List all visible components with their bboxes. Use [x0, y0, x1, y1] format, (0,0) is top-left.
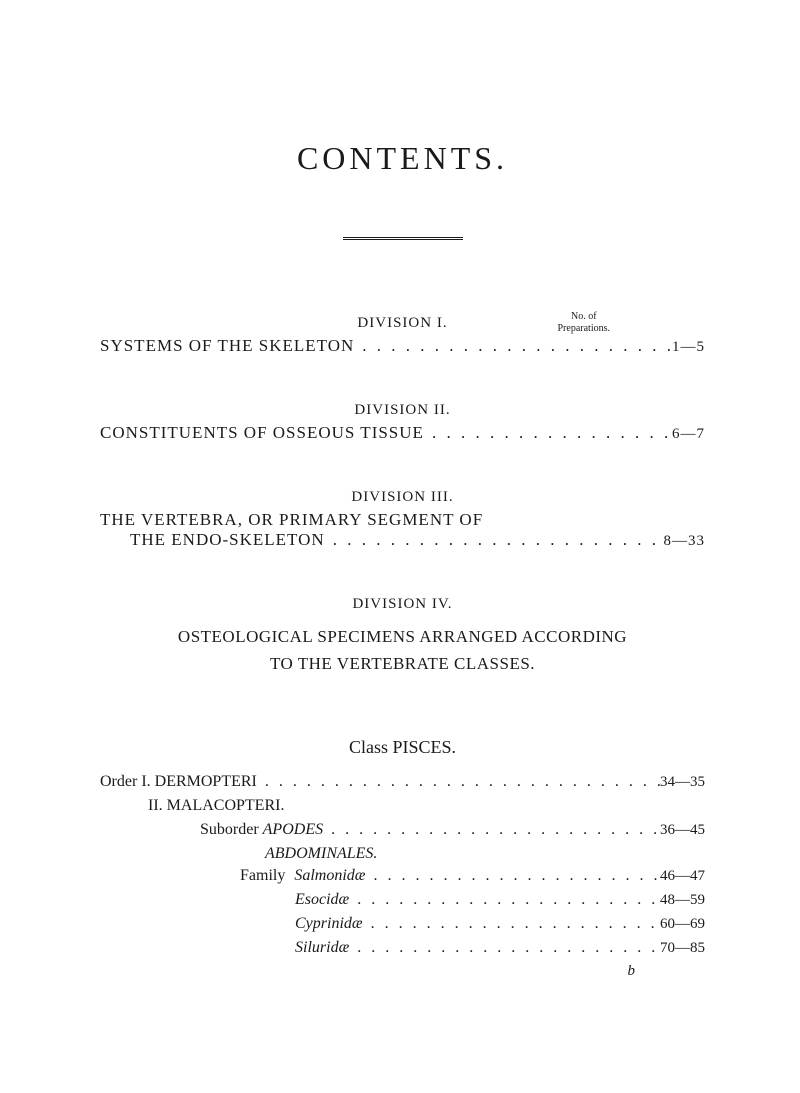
toc-dots: . . . . . . . . . . . . . . . . . . . . …: [349, 939, 660, 957]
toc-entry-suborder-apodes: Suborder APODES . . . . . . . . . . . . …: [100, 821, 705, 839]
toc-label: Suborder APODES: [200, 821, 323, 839]
toc-range: 8—33: [664, 533, 706, 550]
toc-dots: . . . . . . . . . . . . . . . . . . . . …: [354, 336, 672, 356]
division-2-header: DIVISION II.: [100, 402, 705, 419]
toc-dots: . . . . . . . . . . . . . . . . . . . . …: [424, 423, 672, 443]
preparations-label: No. of Preparations.: [558, 311, 611, 335]
toc-range: 36—45: [660, 822, 705, 839]
toc-entry-order-dermopteri: Order I. DERMOPTERI . . . . . . . . . . …: [100, 773, 705, 791]
toc-entry-family-salmonidae: Family Salmonidæ . . . . . . . . . . . .…: [100, 867, 705, 885]
toc-entry-vertebra-line1: THE VERTEBRA, OR PRIMARY SEGMENT OF: [100, 510, 705, 530]
toc-entry-abdominales: ABDOMINALES.: [100, 845, 705, 863]
page-title: CONTENTS.: [100, 140, 705, 177]
toc-label: THE ENDO-SKELETON: [130, 530, 325, 550]
toc-entry-family-cyprinidae: Cyprinidæ . . . . . . . . . . . . . . . …: [100, 915, 705, 933]
toc-dots: . . . . . . . . . . . . . . . . . . . . …: [365, 867, 660, 885]
suborder-name: APODES: [263, 821, 323, 838]
family-prefix: Family: [240, 867, 294, 884]
family-name: Esocidæ: [295, 891, 349, 909]
toc-dots: . . . . . . . . . . . . . . . . . . . . …: [325, 530, 664, 550]
division-3-header: DIVISION III.: [100, 489, 705, 506]
class-pisces-header: Class PISCES.: [100, 737, 705, 758]
toc-range: 70—85: [660, 940, 705, 957]
toc-entry-vertebra-line2: THE ENDO-SKELETON . . . . . . . . . . . …: [100, 530, 705, 550]
osteo-line2: TO THE VERTEBRATE CLASSES.: [270, 654, 535, 673]
toc-range: 1—5: [672, 339, 705, 356]
osteo-line1: OSTEOLOGICAL SPECIMENS ARRANGED ACCORDIN…: [178, 627, 627, 646]
toc-dots: . . . . . . . . . . . . . . . . . . . . …: [363, 915, 660, 933]
toc-range: 60—69: [660, 916, 705, 933]
prep-label-line2: Preparations.: [558, 323, 611, 334]
toc-entry-osteological: OSTEOLOGICAL SPECIMENS ARRANGED ACCORDIN…: [100, 623, 705, 677]
family-name: Siluridæ: [295, 939, 349, 957]
toc-entry-constituents: CONSTITUENTS OF OSSEOUS TISSUE . . . . .…: [100, 423, 705, 443]
toc-range: 6—7: [672, 426, 705, 443]
toc-dots: . . . . . . . . . . . . . . . . . . . . …: [257, 773, 660, 791]
toc-label: SYSTEMS OF THE SKELETON: [100, 336, 354, 356]
toc-range: 46—47: [660, 868, 705, 885]
toc-dots: . . . . . . . . . . . . . . . . . . . . …: [323, 821, 660, 839]
toc-range: 34—35: [660, 774, 705, 791]
toc-entry-family-esocidae: Esocidæ . . . . . . . . . . . . . . . . …: [100, 891, 705, 909]
toc-entry-order-malacopteri: II. MALACOPTERI.: [100, 797, 705, 815]
division-1-header: DIVISION I.: [100, 315, 705, 332]
toc-label: Order I. DERMOPTERI: [100, 773, 257, 791]
toc-label: CONSTITUENTS OF OSSEOUS TISSUE: [100, 423, 424, 443]
title-rule: [100, 227, 705, 245]
family-name: Cyprinidæ: [295, 915, 363, 933]
signature-mark: b: [100, 963, 705, 980]
toc-label: Family Salmonidæ: [240, 867, 365, 885]
division-4-header: DIVISION IV.: [100, 596, 705, 613]
family-name: Salmonidæ: [294, 867, 365, 884]
toc-entry-family-siluridae: Siluridæ . . . . . . . . . . . . . . . .…: [100, 939, 705, 957]
prep-label-line1: No. of: [571, 311, 597, 322]
toc-entry-systems: SYSTEMS OF THE SKELETON . . . . . . . . …: [100, 336, 705, 356]
toc-dots: . . . . . . . . . . . . . . . . . . . . …: [349, 891, 660, 909]
toc-range: 48—59: [660, 892, 705, 909]
suborder-prefix: Suborder: [200, 821, 263, 838]
